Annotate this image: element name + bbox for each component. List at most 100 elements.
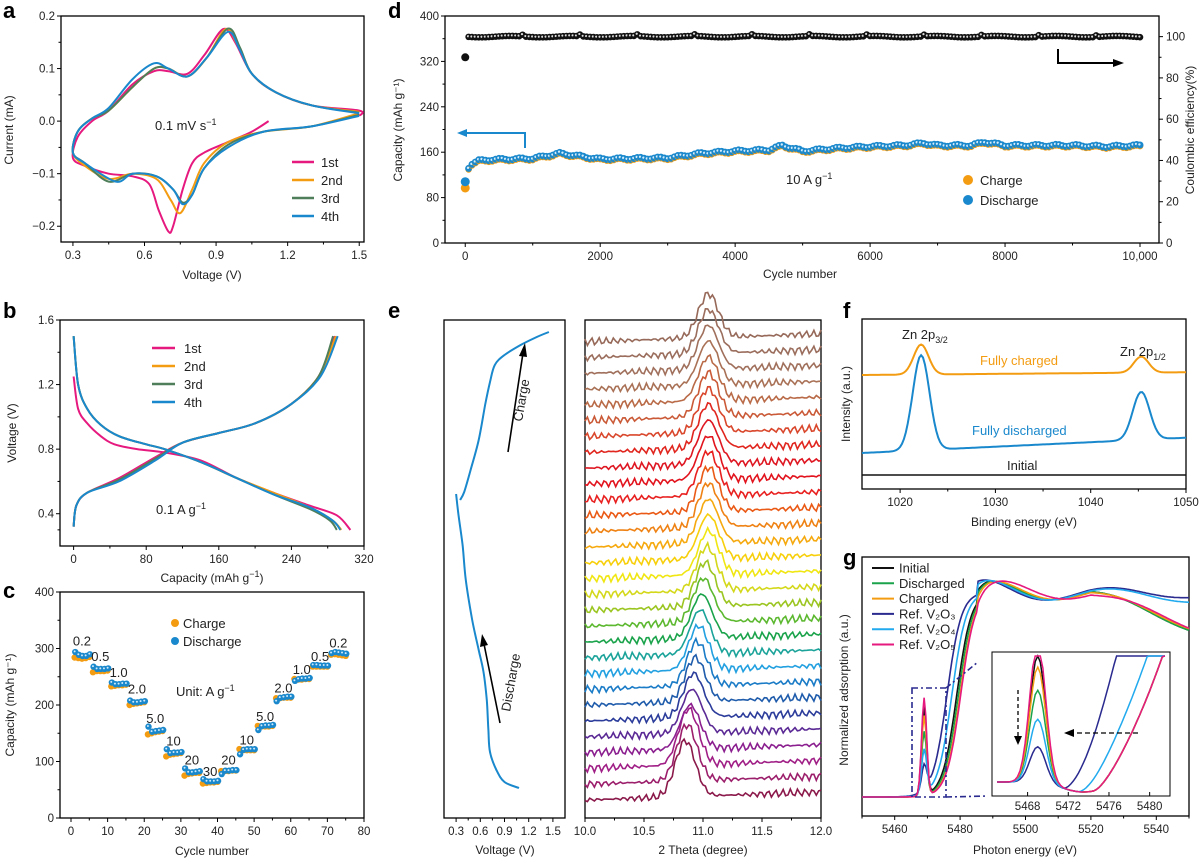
panel-d-xtick-label: 6000 [857,251,883,263]
panel-e-xrd-pattern [584,671,822,725]
panel-c-discharge-highlight [73,650,76,653]
panel-c-rate-label: 0.2 [329,635,347,650]
panel-f-xtick-label: 1030 [983,497,1009,509]
panel-b-annotation: 0.1 A g−1 [156,501,206,517]
panel-c-ytick-label: 100 [35,757,54,769]
panel-d-efficiency-highlight [767,34,770,38]
panel-e-xrd-pattern [584,498,822,551]
panel-d-right-ytick-label: 20 [1166,197,1179,209]
panel-b-ylabel: Voltage (V) [5,403,19,462]
panel-b-xlabel: Capacity (mAh g−1) [161,569,264,585]
panel-c-discharge-highlight [278,696,281,699]
panel-d-efficiency-highlight [827,34,831,38]
panel-d-points [460,30,1144,193]
panel-d-efficiency-highlight [564,34,567,37]
panel-f-ticks: 1020 1030 1040 1050 [887,489,1199,509]
panel-d-efficiency-highlight [1111,34,1114,37]
panel-d-efficiency-highlight [500,34,503,37]
panel-d-efficiency-highlight [645,34,648,38]
panel-d-discharge-highlight [922,141,925,145]
panel-d-efficiency-highlight [760,34,763,37]
panel-d-ytick-label: 160 [420,147,439,159]
panel-c-discharge-highlight [341,651,344,654]
panel-d-efficiency-highlight [568,34,571,37]
panel-c-discharge-highlight [289,695,292,698]
panel-c-discharge-highlight [308,676,311,679]
panel-d-efficiency-highlight [615,34,618,38]
panel-c-legend-charge-marker [171,619,179,627]
panel-e-xrd-pattern [584,419,822,472]
panel-d-efficiency-highlight [868,34,871,37]
panel-e-discharge-label: Discharge [498,652,523,712]
panel-d-efficiency-highlight [510,34,513,37]
panel-e-xrd-pattern [584,622,822,680]
panel-d-right-ytick-label: 100 [1166,32,1185,44]
panel-d-efficiency-highlight [672,35,675,38]
panel-d-efficiency-highlight [733,35,736,38]
panel-d-efficiency-highlight [1131,35,1134,38]
panel-d-efficiency-highlight [726,35,729,38]
panel-d-capacity-arrowhead-icon [457,129,467,137]
panel-a-ytick-label: −0.2 [32,221,55,233]
panel-d-legend-discharge-marker [963,195,973,205]
panel-d-efficiency-highlight [770,35,773,38]
panel-d-ytick-label: 0 [433,238,439,250]
panel-d-efficiency-highlight [797,34,800,38]
panel-d-efficiency-highlight [1006,34,1009,37]
panel-d-efficiency-highlight [632,34,635,37]
panel-d-efficiency-highlight [888,34,891,38]
panel-d-legend-charge: Charge [980,173,1023,188]
panel-d-right-ytick-label: 60 [1166,114,1179,126]
panel-c-annotation: Unit: A g−1 [176,683,235,699]
panel-c-discharge-highlight [205,779,208,782]
panel-d-right-ytick-label: 40 [1166,155,1179,167]
panel-c-ticks: 0 10 20 30 40 50 60 70 80 400 300 200 100 0 [35,587,371,838]
panel-d-efficiency-highlight [925,34,928,37]
panel-c-xtick-label: 50 [248,826,261,838]
panel-b-legend-label: 2nd [184,359,206,374]
panel-c-discharge-highlight [154,729,157,732]
panel-d-efficiency-highlight [665,35,669,38]
panel-d-efficiency-highlight [517,34,520,37]
panel-c-xtick-label: 20 [138,826,151,838]
panel-c-discharge-highlight [286,695,289,698]
panel-d-efficiency-highlight [763,34,767,37]
panel-e-xrd-pattern [584,435,822,489]
panel-c-discharge-highlight [183,766,186,769]
panel-c-discharge-highlight [139,700,142,703]
panel-c-discharge-highlight [106,666,109,669]
panel-e-xrd-pattern [584,559,822,614]
panel-d-efficiency-highlight [895,35,898,38]
panel-c-rate-label: 20 [221,752,235,767]
panel-d-efficiency-highlight [922,32,925,36]
panel-d-efficiency-highlight [757,34,760,37]
panel-c-xtick-label: 80 [358,826,371,838]
panel-d-discharge-highlight [996,141,999,144]
panel-d-efficiency-highlight [861,34,864,37]
panel-d-efficiency-highlight [784,35,787,38]
panel-e-xrd-pattern [584,385,822,441]
panel-c-discharge-highlight [80,654,83,657]
panel-a-xlabel: Voltage (V) [182,268,241,282]
panel-a-legend: 1st 2nd 3rd 4th [292,155,343,224]
panel-c-discharge-highlight [176,750,179,753]
panel-g-xtick-label: 5520 [1078,824,1104,836]
panel-b-legend-label: 4th [184,395,202,410]
panel-c-discharge-highlight [333,650,336,653]
panel-d-efficiency-highlight [929,34,932,37]
panel-c-discharge-highlight [77,653,80,656]
panel-d-efficiency-highlight [561,34,564,37]
panel-b: 0 80 160 240 320 1.6 1.2 0.8 0.4 Capacity (mAh g… [5,315,374,585]
panel-d-efficiency-highlight [848,35,851,38]
panel-d-efficiency-highlight [1094,33,1097,36]
panel-d-efficiency-highlight [625,34,628,37]
panel-c-xtick-label: 40 [211,826,224,838]
panel-c-discharge-highlight [326,663,329,666]
panel-d-discharge-highlight [999,142,1003,146]
panel-d-efficiency-highlight [834,35,837,38]
panel-d-efficiency-highlight [800,34,804,37]
panel-e-xrd-pattern [584,653,822,709]
panel-c-discharge-highlight [234,768,237,771]
panel-c-discharge-highlight [242,748,245,751]
